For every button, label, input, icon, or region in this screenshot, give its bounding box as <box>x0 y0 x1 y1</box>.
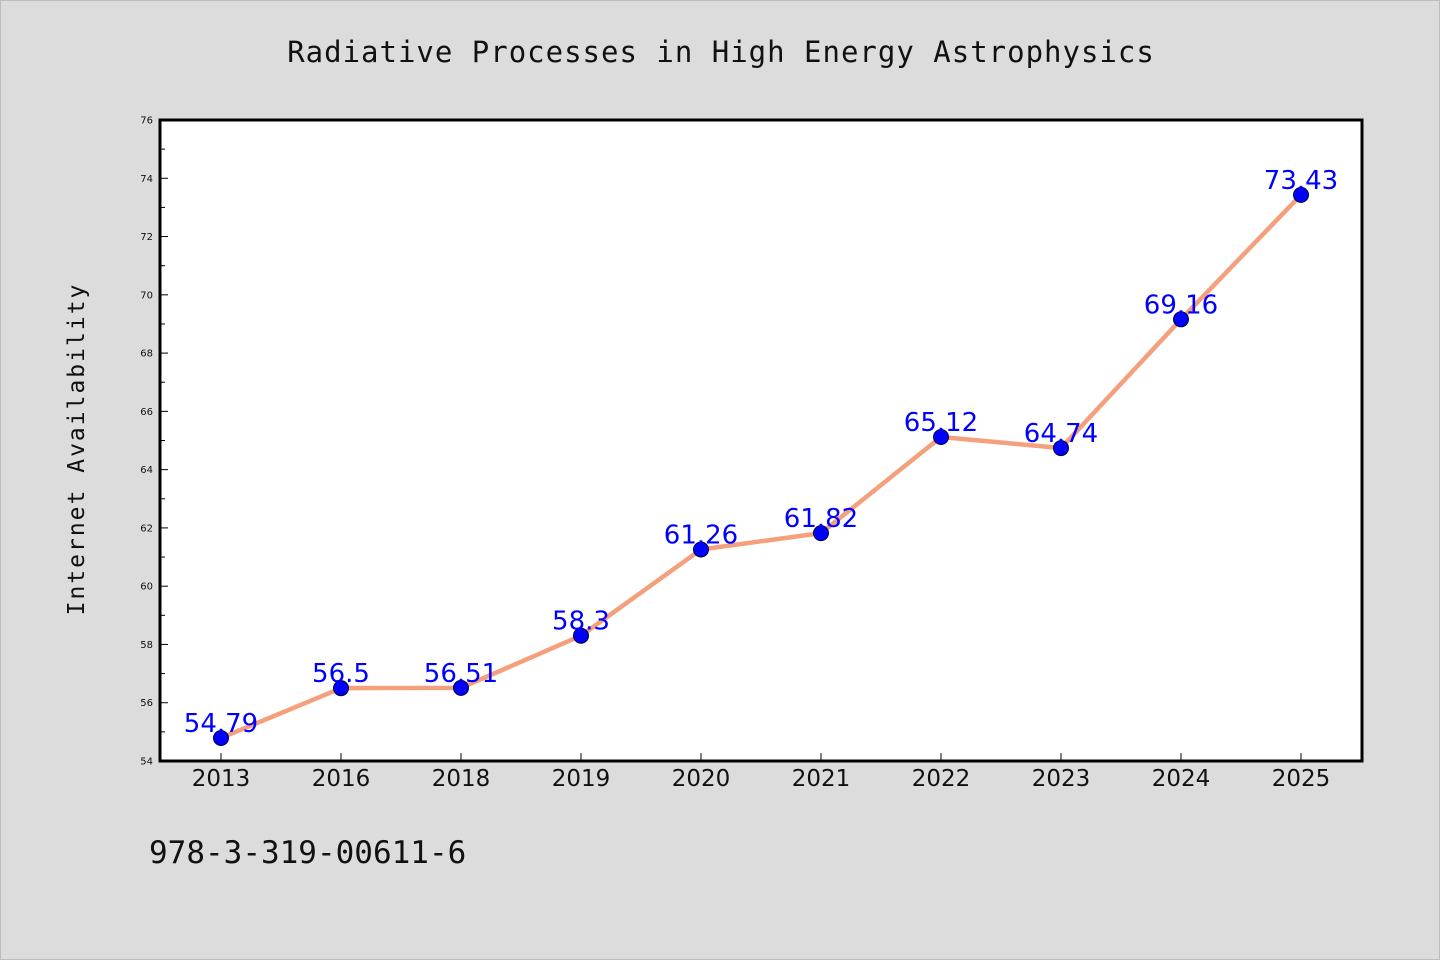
data-label: 64.74 <box>1024 419 1098 449</box>
x-tick-label: 2023 <box>1032 766 1091 792</box>
data-point <box>213 729 229 746</box>
series-line <box>218 192 1304 741</box>
y-tick-label: 66 <box>140 407 153 418</box>
data-point <box>693 541 709 558</box>
data-point <box>1293 186 1309 203</box>
y-tick-label: 54 <box>140 757 153 768</box>
y-tick-label: 70 <box>140 290 153 301</box>
series-group: 54.79 56.5 56.51 58.3 61.26 61.82 65.12 64.74 69… <box>184 166 1338 746</box>
y-tick-label: 62 <box>140 523 153 534</box>
data-point <box>1053 440 1069 457</box>
y-tick-label: 76 <box>140 116 153 127</box>
data-label: 73.43 <box>1264 166 1338 196</box>
data-point <box>1173 311 1189 328</box>
plot-background <box>160 120 1362 761</box>
data-point <box>453 679 469 696</box>
data-point <box>573 627 589 644</box>
x-tick-label: 2019 <box>552 766 611 792</box>
y-tick-label: 74 <box>140 174 153 185</box>
data-label: 69.16 <box>1144 290 1218 320</box>
isbn-text: 978-3-319-00611-6 <box>149 835 467 871</box>
data-label: 54.79 <box>184 709 258 739</box>
data-point <box>333 680 349 697</box>
y-axis: 54 56 58 60 62 64 66 68 70 72 74 76 <box>140 116 168 768</box>
y-tick-label: 68 <box>140 349 153 360</box>
plot-frame <box>158 118 1364 763</box>
data-label: 56.5 <box>312 659 370 689</box>
x-tick-label: 2025 <box>1272 766 1331 792</box>
x-tick-label: 2024 <box>1152 766 1211 792</box>
y-tick-label: 64 <box>140 465 153 476</box>
data-point <box>933 429 949 446</box>
y-tick-label: 72 <box>140 232 153 243</box>
x-tick-label: 2018 <box>432 766 491 792</box>
x-tick-label: 2022 <box>912 766 971 792</box>
x-axis: 2013 2016 2018 2019 2020 2021 2022 2023 2024 2025 <box>192 753 1331 792</box>
y-tick-label: 58 <box>140 640 153 651</box>
y-tick-label: 56 <box>140 698 153 709</box>
y-tick-label: 60 <box>140 582 153 593</box>
x-tick-label: 2013 <box>192 766 251 792</box>
x-tick-label: 2021 <box>792 766 851 792</box>
data-label: 61.82 <box>784 504 858 534</box>
x-tick-label: 2016 <box>312 766 371 792</box>
data-label: 65.12 <box>904 408 978 438</box>
x-tick-label: 2020 <box>672 766 731 792</box>
chart-title: Radiative Processes in High Energy Astro… <box>287 35 1155 69</box>
data-point <box>813 525 829 542</box>
data-label: 58.3 <box>552 607 610 637</box>
data-label: 61.26 <box>664 520 738 550</box>
data-label: 56.51 <box>424 659 498 689</box>
